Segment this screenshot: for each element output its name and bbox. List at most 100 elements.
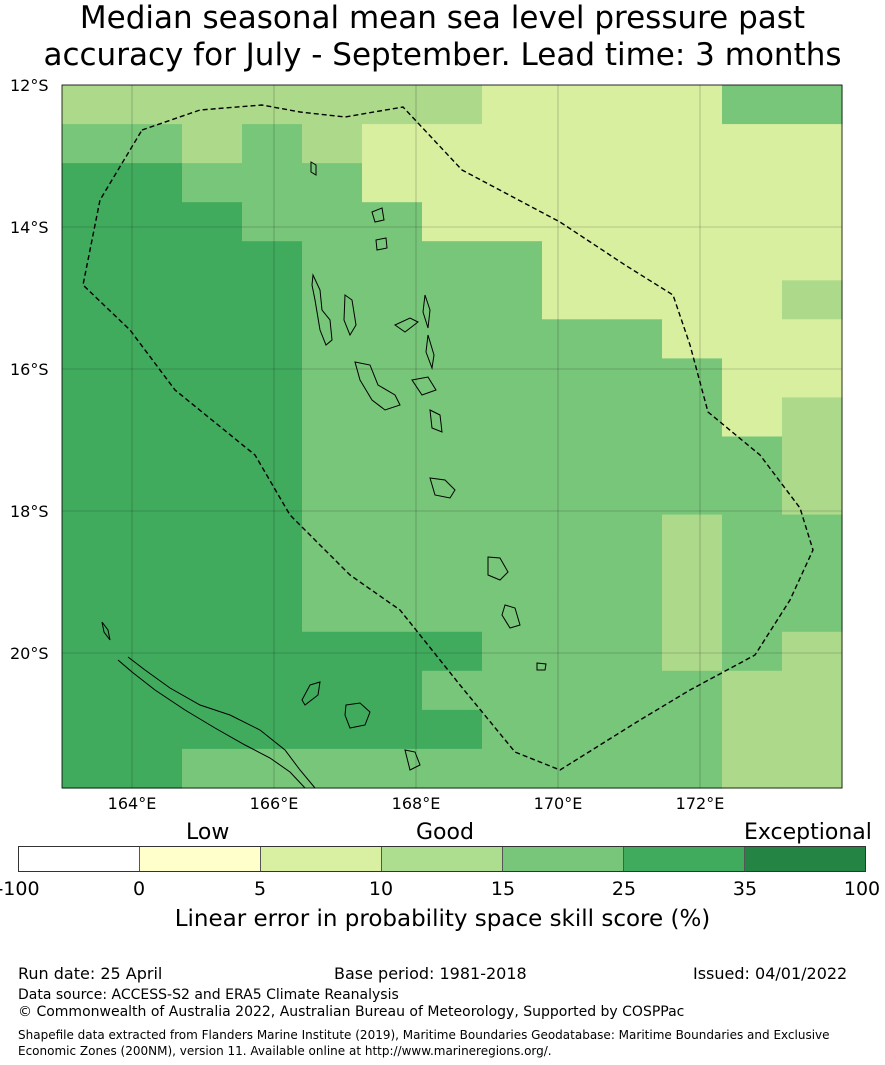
skill-cell bbox=[482, 241, 543, 281]
chart-title: Median seasonal mean sea level pressure … bbox=[0, 0, 885, 74]
skill-cell bbox=[122, 319, 183, 359]
skill-cell bbox=[722, 514, 783, 555]
skill-cell bbox=[62, 748, 123, 789]
skill-cell bbox=[302, 436, 363, 477]
skill-cell bbox=[602, 436, 663, 477]
skill-cell bbox=[482, 358, 543, 399]
skill-cell bbox=[542, 475, 603, 516]
skill-cell bbox=[122, 631, 183, 672]
skill-cell bbox=[602, 319, 663, 359]
skill-cell bbox=[362, 631, 423, 672]
skill-cell bbox=[302, 163, 363, 203]
colorbar-segment bbox=[382, 847, 503, 871]
skill-map bbox=[61, 84, 843, 789]
skill-cell bbox=[482, 553, 543, 594]
skill-cell bbox=[782, 514, 843, 555]
skill-cell bbox=[302, 280, 363, 320]
skill-cell bbox=[482, 475, 543, 516]
skill-cell bbox=[362, 436, 423, 477]
skill-cell bbox=[302, 670, 363, 711]
skill-cell bbox=[362, 514, 423, 555]
skill-cell bbox=[62, 319, 123, 359]
skill-cell bbox=[362, 202, 423, 242]
skill-cell bbox=[782, 85, 843, 125]
skill-cell bbox=[662, 85, 723, 125]
skill-cell bbox=[662, 631, 723, 672]
islands bbox=[101, 161, 547, 789]
skill-cell bbox=[122, 241, 183, 281]
lat-label-16s: 16°S bbox=[10, 360, 49, 379]
skill-cell bbox=[362, 475, 423, 516]
skill-cell bbox=[542, 436, 603, 477]
skill-cell bbox=[482, 124, 543, 164]
skill-cell bbox=[722, 280, 783, 320]
skill-cell bbox=[542, 592, 603, 633]
skill-cell bbox=[122, 397, 183, 438]
skill-cell bbox=[182, 631, 243, 672]
skill-cell bbox=[662, 358, 723, 399]
skill-cell bbox=[62, 397, 123, 438]
skill-cell bbox=[242, 241, 303, 281]
legend-category-low: Low bbox=[186, 820, 230, 845]
lat-label-12s: 12°S bbox=[10, 76, 49, 95]
skill-cell bbox=[302, 358, 363, 399]
skill-cell bbox=[422, 319, 483, 359]
skill-cell bbox=[542, 202, 603, 242]
skill-cell bbox=[722, 202, 783, 242]
title-line-1: Median seasonal mean sea level pressure … bbox=[79, 0, 806, 36]
legend-category-good: Good bbox=[416, 820, 474, 845]
skill-cell bbox=[602, 85, 663, 125]
skill-cell bbox=[62, 163, 123, 203]
skill-cell bbox=[722, 85, 783, 125]
skill-cell bbox=[542, 748, 603, 789]
skill-cell bbox=[782, 436, 843, 477]
skill-cell bbox=[542, 670, 603, 711]
skill-cell bbox=[302, 475, 363, 516]
skill-cell bbox=[242, 514, 303, 555]
skill-cell bbox=[722, 631, 783, 672]
skill-cell bbox=[182, 280, 243, 320]
skill-cell bbox=[782, 280, 843, 320]
skill-cell bbox=[722, 553, 783, 594]
skill-cell bbox=[362, 709, 423, 750]
skill-cell bbox=[602, 163, 663, 203]
skill-cell bbox=[782, 475, 843, 516]
skill-cell bbox=[482, 631, 543, 672]
skill-cell bbox=[182, 358, 243, 399]
skill-cell bbox=[422, 670, 483, 711]
skill-cell bbox=[602, 709, 663, 750]
shapefile-credit-line-2: Economic Zones (200NM), version 11. Avai… bbox=[18, 1044, 552, 1058]
skill-cell bbox=[122, 709, 183, 750]
skill-cell bbox=[182, 670, 243, 711]
skill-cell bbox=[242, 436, 303, 477]
skill-cell bbox=[362, 592, 423, 633]
copyright: © Commonwealth of Australia 2022, Austra… bbox=[18, 1004, 685, 1020]
skill-cell bbox=[722, 475, 783, 516]
skill-cell bbox=[602, 631, 663, 672]
skill-cell bbox=[182, 748, 243, 789]
skill-cell bbox=[602, 475, 663, 516]
skill-cell bbox=[482, 670, 543, 711]
skill-cell bbox=[182, 85, 243, 125]
lat-label-18s: 18°S bbox=[10, 502, 49, 521]
lon-label-172e: 172°E bbox=[675, 794, 725, 813]
skill-cell bbox=[482, 514, 543, 555]
colorbar-tick: 35 bbox=[732, 878, 758, 900]
skill-cell bbox=[242, 592, 303, 633]
lon-label-168e: 168°E bbox=[391, 794, 441, 813]
skill-cell bbox=[242, 670, 303, 711]
skill-cell bbox=[662, 475, 723, 516]
skill-cell bbox=[62, 631, 123, 672]
skill-cell bbox=[242, 748, 303, 789]
skill-cell bbox=[242, 397, 303, 438]
skill-cell bbox=[542, 709, 603, 750]
skill-cell bbox=[302, 553, 363, 594]
colorbar-tick: 5 bbox=[253, 878, 267, 900]
skill-cell bbox=[542, 241, 603, 281]
skill-cell bbox=[422, 592, 483, 633]
skill-cell bbox=[62, 358, 123, 399]
skill-cell bbox=[182, 592, 243, 633]
skill-cell bbox=[662, 553, 723, 594]
skill-cell bbox=[542, 631, 603, 672]
legend-category-exceptional: Exceptional bbox=[744, 820, 872, 845]
